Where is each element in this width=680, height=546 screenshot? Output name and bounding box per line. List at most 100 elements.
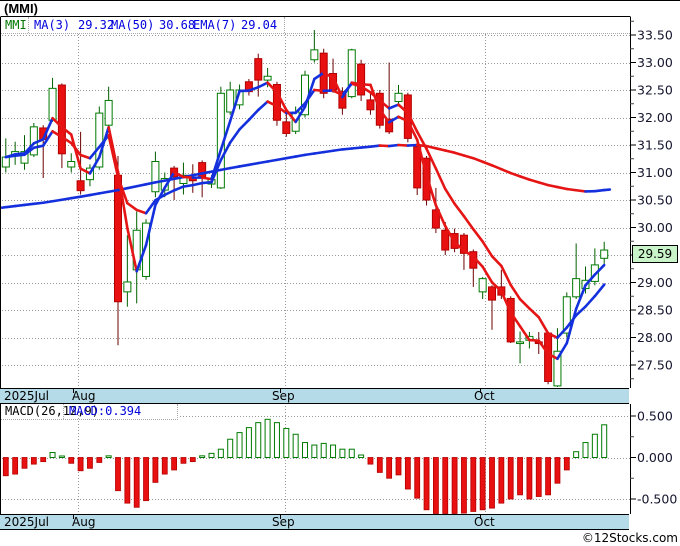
candle-up: [142, 222, 151, 277]
ma50-line: [79, 193, 92, 198]
ma3-line: [23, 142, 36, 155]
ma50-line: [509, 171, 522, 178]
ma50-line: [303, 152, 316, 157]
ema7-line: [219, 141, 232, 162]
ema7-line: [387, 103, 400, 110]
ma3-line: [98, 125, 110, 159]
axis-tick-label: 28.50: [637, 303, 673, 318]
ema7-line: [574, 305, 587, 317]
ma50-line: [41, 199, 54, 205]
candle-down: [459, 234, 468, 254]
macd-bar-negative: [479, 457, 486, 511]
ma3-line: [107, 125, 120, 174]
macd-bar-positive: [311, 444, 318, 458]
ma50-line: [556, 185, 569, 191]
ma3-line: [256, 81, 269, 89]
legend-ema7-value: 29.04: [241, 18, 278, 32]
ma3-line: [518, 325, 531, 342]
axis-tick-label: 31.50: [637, 138, 673, 153]
candle-down: [544, 332, 553, 383]
ema7-line: [500, 264, 513, 287]
ma50-line: [369, 144, 382, 148]
macd-bar-negative: [2, 457, 9, 477]
macd-bar-positive: [330, 444, 337, 458]
ma50-line: [247, 161, 260, 167]
ma50-line: [144, 181, 157, 186]
ma50-line: [191, 172, 204, 177]
date-axis-macd: 2025Jul Aug Sep Oct: [0, 514, 629, 530]
ma3-line: [182, 175, 195, 179]
macd-bar-negative: [180, 457, 187, 464]
macd-bar-negative: [161, 457, 168, 475]
legend-symbol: MMI: [5, 18, 27, 32]
ma3-line: [406, 119, 419, 142]
price-legend: MMI MA(3) 29.32 MA(50) 30.68 EMA(7) 29.0…: [1, 17, 630, 34]
ma50-line: [60, 196, 73, 202]
macd-legend-separator: [63, 404, 64, 419]
ema7-line: [481, 240, 494, 258]
macd-bar-positive: [217, 448, 224, 459]
axis-tick-label: 28.00: [637, 330, 673, 345]
macd-bar-negative: [414, 457, 421, 499]
macd-bar-positive: [573, 451, 580, 459]
macd-bar-negative: [489, 457, 495, 509]
macd-bar-negative: [96, 457, 103, 463]
ma50-line: [481, 160, 494, 167]
macd-bar-negative: [423, 457, 430, 511]
watermark: ©12Stocks.com: [0, 531, 678, 546]
candle-down: [488, 286, 496, 301]
ma3-line: [172, 171, 185, 179]
macd-bar-negative: [451, 457, 458, 514]
macd-bar-positive: [320, 442, 327, 459]
ema7-line: [275, 104, 288, 115]
ma50-line: [471, 156, 484, 164]
macd-bar-negative: [40, 457, 47, 463]
ma3-line: [4, 153, 17, 159]
ma50-line: [51, 198, 64, 203]
macd-bar-negative: [432, 457, 439, 514]
candle-up: [151, 161, 160, 193]
ema7-line: [313, 88, 326, 93]
macd-bar-negative: [376, 457, 383, 473]
ma3-line: [322, 71, 335, 80]
ema7-line: [425, 147, 438, 170]
macd-bar-positive: [339, 448, 346, 459]
ma3-line: [294, 105, 307, 124]
macd-bar-negative: [124, 457, 131, 504]
axis-tick-label: 27.50: [637, 358, 673, 373]
ma3-line: [247, 85, 260, 92]
macd-bar-positive: [208, 452, 215, 459]
legend-ema7-label: EMA(7): [193, 18, 237, 32]
ma50-line: [331, 148, 344, 153]
macd-bar-negative: [498, 457, 505, 504]
ma3-line: [378, 108, 391, 124]
candle-up: [263, 75, 272, 81]
ma3-line: [79, 167, 92, 175]
macd-bar-positive: [591, 433, 598, 459]
ma50-line: [425, 144, 438, 150]
ema7-line: [294, 102, 307, 115]
ema7-line: [144, 199, 157, 215]
month-tick: [73, 389, 74, 393]
candle-up: [553, 350, 562, 387]
ma3-line: [537, 339, 550, 356]
ema7-line: [359, 85, 372, 94]
ma3-line: [284, 108, 297, 124]
ma3-line: [313, 71, 326, 81]
macd-bar-positive: [105, 455, 112, 458]
macd-bar-positive: [264, 418, 271, 459]
ema7-line: [584, 294, 597, 308]
axis-tick-label: 33.00: [637, 55, 673, 70]
ma50-line: [238, 163, 251, 168]
ma3-line: [60, 125, 73, 136]
ma3-line: [331, 76, 344, 99]
ma50-line: [4, 204, 17, 209]
candle-up: [394, 92, 403, 103]
ma50-line: [154, 179, 167, 184]
month-tick: [480, 389, 481, 393]
macd-bar-negative: [133, 457, 140, 508]
macd-legend-label: MACD(26,12,9): [5, 404, 99, 418]
ma3-line: [116, 170, 129, 230]
ema7-line: [415, 130, 428, 151]
ma50-line: [406, 143, 419, 147]
